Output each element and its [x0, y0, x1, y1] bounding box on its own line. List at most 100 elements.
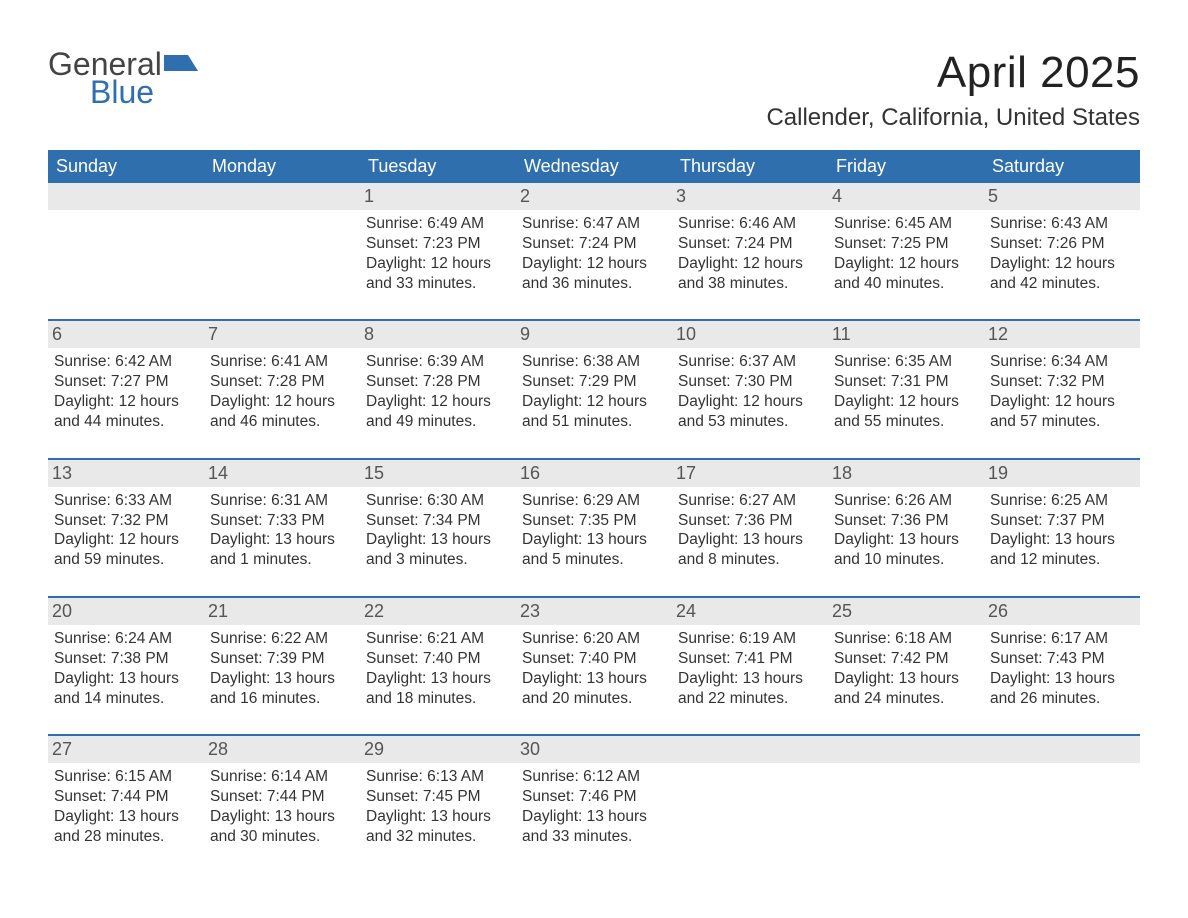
sunrise-line: Sunrise: 6:38 AM: [522, 352, 666, 372]
sunset-line: Sunset: 7:38 PM: [54, 649, 198, 669]
sunset-line: Sunset: 7:29 PM: [522, 372, 666, 392]
day-cell: 4Sunrise: 6:45 AMSunset: 7:25 PMDaylight…: [828, 183, 984, 301]
sunset-line: Sunset: 7:41 PM: [678, 649, 822, 669]
sunrise-line: Sunrise: 6:45 AM: [834, 214, 978, 234]
brand-line-2: Blue: [90, 76, 198, 108]
sunset-line: Sunset: 7:28 PM: [210, 372, 354, 392]
sunrise-line: Sunrise: 6:24 AM: [54, 629, 198, 649]
day-cell: 11Sunrise: 6:35 AMSunset: 7:31 PMDayligh…: [828, 321, 984, 439]
day-number: 24: [672, 598, 828, 625]
daylight-line: Daylight: 13 hours and 20 minutes.: [522, 669, 666, 709]
sunrise-line: Sunrise: 6:14 AM: [210, 767, 354, 787]
day-cell: [48, 183, 204, 301]
daylight-line: Daylight: 12 hours and 40 minutes.: [834, 254, 978, 294]
daylight-line: Daylight: 12 hours and 59 minutes.: [54, 530, 198, 570]
header: General Blue April 2025 Callender, Calif…: [48, 48, 1140, 132]
day-cell: 21Sunrise: 6:22 AMSunset: 7:39 PMDayligh…: [204, 598, 360, 716]
sunset-line: Sunset: 7:37 PM: [990, 511, 1134, 531]
sunset-line: Sunset: 7:40 PM: [366, 649, 510, 669]
daylight-line: Daylight: 13 hours and 22 minutes.: [678, 669, 822, 709]
day-number: 14: [204, 460, 360, 487]
daylight-line: Daylight: 13 hours and 18 minutes.: [366, 669, 510, 709]
daylight-line: Daylight: 12 hours and 44 minutes.: [54, 392, 198, 432]
daylight-line: Daylight: 12 hours and 55 minutes.: [834, 392, 978, 432]
sunrise-line: Sunrise: 6:31 AM: [210, 491, 354, 511]
title-block: April 2025 Callender, California, United…: [766, 48, 1140, 132]
daylight-line: Daylight: 12 hours and 36 minutes.: [522, 254, 666, 294]
sunset-line: Sunset: 7:30 PM: [678, 372, 822, 392]
day-number: 12: [984, 321, 1140, 348]
sunset-line: Sunset: 7:32 PM: [54, 511, 198, 531]
day-number: 11: [828, 321, 984, 348]
sunrise-line: Sunrise: 6:35 AM: [834, 352, 978, 372]
day-cell: 19Sunrise: 6:25 AMSunset: 7:37 PMDayligh…: [984, 460, 1140, 578]
day-cell: 15Sunrise: 6:30 AMSunset: 7:34 PMDayligh…: [360, 460, 516, 578]
sunrise-line: Sunrise: 6:42 AM: [54, 352, 198, 372]
dow-sunday: Sunday: [48, 150, 204, 183]
day-number: 6: [48, 321, 204, 348]
sunset-line: Sunset: 7:24 PM: [678, 234, 822, 254]
sunrise-line: Sunrise: 6:37 AM: [678, 352, 822, 372]
day-number: 4: [828, 183, 984, 210]
sunrise-line: Sunrise: 6:18 AM: [834, 629, 978, 649]
sunrise-line: Sunrise: 6:15 AM: [54, 767, 198, 787]
dow-saturday: Saturday: [984, 150, 1140, 183]
daylight-line: Daylight: 13 hours and 1 minutes.: [210, 530, 354, 570]
sunrise-line: Sunrise: 6:41 AM: [210, 352, 354, 372]
daylight-line: Daylight: 13 hours and 12 minutes.: [990, 530, 1134, 570]
sunset-line: Sunset: 7:33 PM: [210, 511, 354, 531]
sunset-line: Sunset: 7:32 PM: [990, 372, 1134, 392]
day-cell: [828, 736, 984, 854]
day-number: 16: [516, 460, 672, 487]
dow-tuesday: Tuesday: [360, 150, 516, 183]
sunrise-line: Sunrise: 6:34 AM: [990, 352, 1134, 372]
page-title: April 2025: [766, 48, 1140, 98]
day-number: 1: [360, 183, 516, 210]
day-number: 19: [984, 460, 1140, 487]
week-row: 1Sunrise: 6:49 AMSunset: 7:23 PMDaylight…: [48, 183, 1140, 301]
day-number: [204, 183, 360, 210]
daylight-line: Daylight: 13 hours and 14 minutes.: [54, 669, 198, 709]
day-cell: 2Sunrise: 6:47 AMSunset: 7:24 PMDaylight…: [516, 183, 672, 301]
day-number: [672, 736, 828, 763]
day-cell: 29Sunrise: 6:13 AMSunset: 7:45 PMDayligh…: [360, 736, 516, 854]
sunset-line: Sunset: 7:28 PM: [366, 372, 510, 392]
day-cell: 6Sunrise: 6:42 AMSunset: 7:27 PMDaylight…: [48, 321, 204, 439]
day-cell: 8Sunrise: 6:39 AMSunset: 7:28 PMDaylight…: [360, 321, 516, 439]
sunset-line: Sunset: 7:44 PM: [210, 787, 354, 807]
sunset-line: Sunset: 7:34 PM: [366, 511, 510, 531]
day-number: 9: [516, 321, 672, 348]
sunset-line: Sunset: 7:46 PM: [522, 787, 666, 807]
day-number: 30: [516, 736, 672, 763]
sunrise-line: Sunrise: 6:19 AM: [678, 629, 822, 649]
day-cell: [204, 183, 360, 301]
sunrise-line: Sunrise: 6:47 AM: [522, 214, 666, 234]
sunrise-line: Sunrise: 6:49 AM: [366, 214, 510, 234]
sunrise-line: Sunrise: 6:12 AM: [522, 767, 666, 787]
day-cell: 26Sunrise: 6:17 AMSunset: 7:43 PMDayligh…: [984, 598, 1140, 716]
day-cell: [672, 736, 828, 854]
days-of-week-header: Sunday Monday Tuesday Wednesday Thursday…: [48, 150, 1140, 183]
day-cell: 20 Sunrise: 6:24 AMSunset: 7:38 PMDayligh…: [48, 598, 204, 716]
dow-monday: Monday: [204, 150, 360, 183]
sunrise-line: Sunrise: 6:26 AM: [834, 491, 978, 511]
daylight-line: Daylight: 13 hours and 5 minutes.: [522, 530, 666, 570]
weeks-container: 1Sunrise: 6:49 AMSunset: 7:23 PMDaylight…: [48, 183, 1140, 855]
sunrise-line: Sunrise: 6:27 AM: [678, 491, 822, 511]
daylight-line: Daylight: 13 hours and 3 minutes.: [366, 530, 510, 570]
daylight-line: Daylight: 12 hours and 53 minutes.: [678, 392, 822, 432]
sunset-line: Sunset: 7:44 PM: [54, 787, 198, 807]
week-row: 6Sunrise: 6:42 AMSunset: 7:27 PMDaylight…: [48, 319, 1140, 439]
day-cell: [984, 736, 1140, 854]
sunrise-line: Sunrise: 6:43 AM: [990, 214, 1134, 234]
day-number: [828, 736, 984, 763]
sunset-line: Sunset: 7:36 PM: [678, 511, 822, 531]
day-number: 20: [48, 598, 204, 625]
sunset-line: Sunset: 7:45 PM: [366, 787, 510, 807]
calendar-grid: Sunday Monday Tuesday Wednesday Thursday…: [48, 150, 1140, 855]
day-number: 10: [672, 321, 828, 348]
dow-friday: Friday: [828, 150, 984, 183]
daylight-line: Daylight: 12 hours and 42 minutes.: [990, 254, 1134, 294]
day-cell: 14 Sunrise: 6:31 AMSunset: 7:33 PMDayligh…: [204, 460, 360, 578]
day-number: 13: [48, 460, 204, 487]
